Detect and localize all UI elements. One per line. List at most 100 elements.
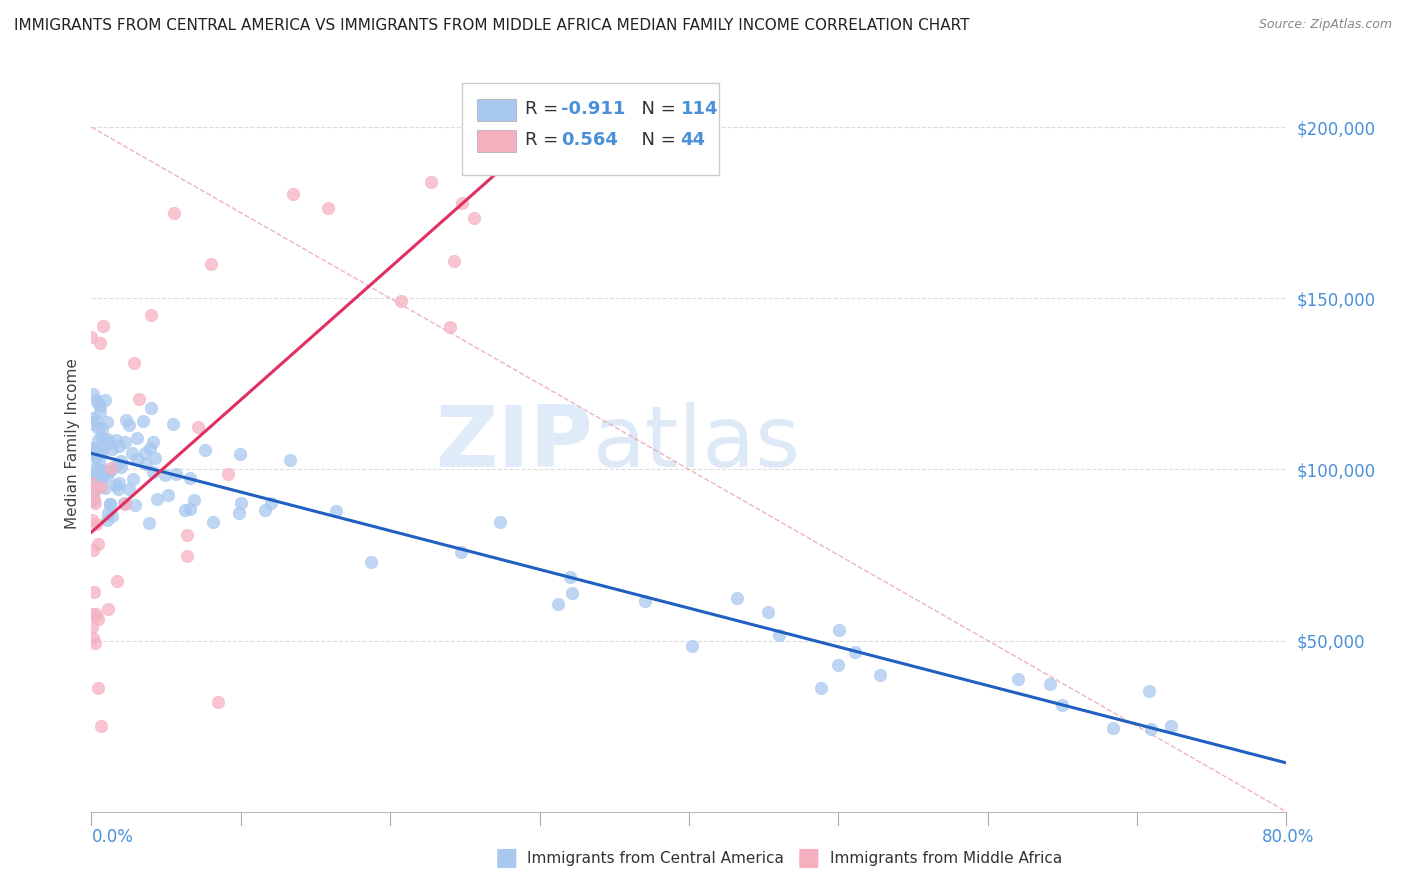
Point bbox=[278, 452, 301, 467]
Point bbox=[84, 636, 107, 650]
Point bbox=[443, 254, 465, 268]
Point bbox=[80, 467, 103, 481]
Point bbox=[90, 431, 112, 445]
Point bbox=[87, 468, 110, 483]
Point bbox=[768, 628, 790, 642]
Point bbox=[450, 195, 472, 210]
Point bbox=[97, 464, 120, 478]
Point bbox=[86, 463, 108, 477]
Point bbox=[80, 475, 103, 490]
Point bbox=[156, 487, 179, 501]
Point bbox=[124, 499, 146, 513]
Point bbox=[83, 585, 105, 599]
Point bbox=[82, 441, 104, 455]
Point bbox=[84, 496, 107, 510]
Text: R =: R = bbox=[526, 100, 564, 118]
Point bbox=[681, 640, 703, 654]
Point bbox=[217, 467, 239, 481]
Point bbox=[110, 459, 132, 474]
Point bbox=[558, 570, 581, 584]
Point bbox=[80, 607, 103, 621]
Point bbox=[89, 400, 111, 414]
Point bbox=[104, 459, 127, 474]
Point bbox=[82, 484, 104, 499]
Point bbox=[89, 405, 111, 419]
Point bbox=[139, 441, 162, 455]
Point bbox=[83, 491, 105, 506]
Point bbox=[100, 497, 122, 511]
Point bbox=[146, 491, 169, 506]
Point bbox=[124, 355, 146, 369]
Point bbox=[179, 502, 201, 516]
Point bbox=[127, 431, 149, 445]
Point bbox=[194, 443, 217, 458]
Point bbox=[105, 478, 128, 492]
FancyBboxPatch shape bbox=[478, 130, 516, 152]
Point bbox=[142, 435, 165, 450]
Point bbox=[101, 442, 124, 456]
Point bbox=[89, 445, 111, 459]
Point bbox=[97, 506, 120, 520]
Point bbox=[228, 506, 250, 520]
Point bbox=[389, 293, 412, 308]
Point bbox=[80, 330, 103, 344]
Point bbox=[1139, 722, 1161, 736]
Point bbox=[96, 432, 118, 446]
Point bbox=[143, 451, 166, 466]
Point bbox=[187, 420, 209, 434]
Point bbox=[83, 485, 105, 500]
Point bbox=[1050, 698, 1073, 712]
Point bbox=[135, 457, 157, 471]
Point bbox=[107, 482, 129, 496]
Point bbox=[316, 201, 339, 215]
Point bbox=[96, 513, 118, 527]
Text: -0.911: -0.911 bbox=[561, 100, 626, 118]
Point bbox=[91, 446, 114, 460]
Point bbox=[183, 493, 205, 508]
Point bbox=[165, 467, 187, 482]
Point bbox=[281, 186, 304, 201]
Point bbox=[96, 468, 118, 483]
Point bbox=[82, 494, 104, 508]
Point bbox=[162, 417, 184, 431]
Point bbox=[101, 508, 124, 523]
FancyBboxPatch shape bbox=[461, 83, 718, 175]
Point bbox=[114, 434, 136, 449]
Point bbox=[200, 257, 222, 271]
Point bbox=[634, 594, 657, 608]
Point bbox=[547, 597, 569, 611]
Text: Source: ZipAtlas.com: Source: ZipAtlas.com bbox=[1258, 18, 1392, 31]
Point bbox=[162, 205, 184, 219]
Point bbox=[82, 417, 104, 431]
Point bbox=[450, 545, 472, 559]
Point bbox=[360, 555, 382, 569]
Point bbox=[82, 386, 104, 401]
FancyBboxPatch shape bbox=[478, 99, 516, 120]
Text: R =: R = bbox=[526, 131, 564, 149]
Point bbox=[229, 447, 252, 461]
Point bbox=[84, 414, 107, 428]
Point bbox=[488, 516, 510, 530]
Text: 114: 114 bbox=[681, 100, 718, 118]
Point bbox=[87, 433, 110, 447]
Point bbox=[118, 482, 141, 496]
Point bbox=[419, 175, 441, 189]
Point bbox=[84, 460, 107, 475]
Point bbox=[174, 503, 197, 517]
Point bbox=[84, 450, 107, 464]
Point bbox=[91, 318, 114, 333]
Point bbox=[84, 607, 107, 621]
Point bbox=[98, 436, 121, 450]
Point bbox=[325, 504, 347, 518]
Point bbox=[87, 455, 110, 469]
Point bbox=[114, 497, 136, 511]
Point bbox=[176, 549, 198, 563]
Point bbox=[105, 574, 128, 588]
Point bbox=[138, 516, 160, 531]
Point bbox=[1039, 677, 1062, 691]
Point bbox=[90, 472, 112, 486]
Point bbox=[756, 605, 779, 619]
Point bbox=[869, 668, 891, 682]
Point bbox=[1160, 719, 1182, 733]
Point bbox=[94, 392, 117, 407]
